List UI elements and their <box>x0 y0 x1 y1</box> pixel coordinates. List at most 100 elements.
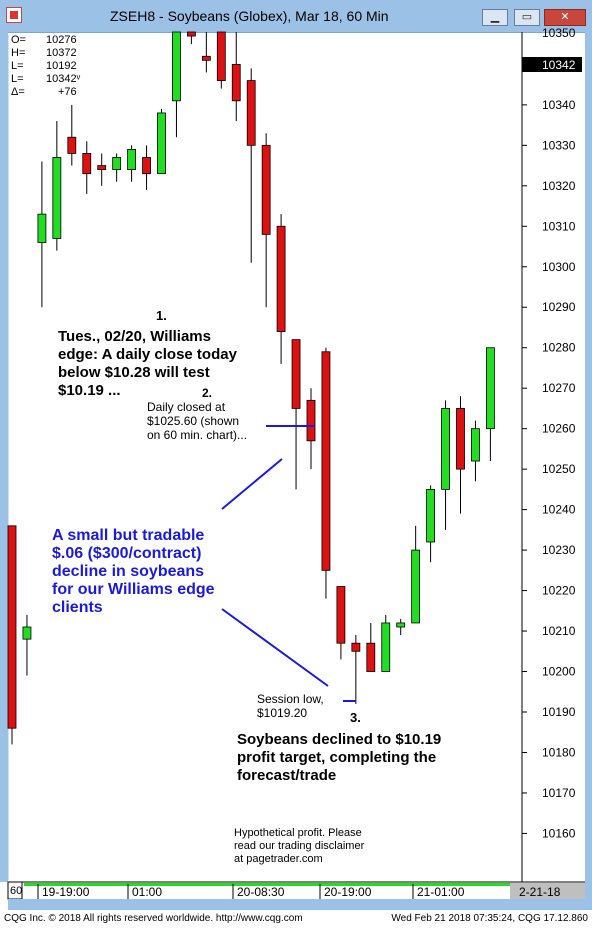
y-tick-label: 10170 <box>542 786 576 800</box>
annotation-3-line-3: forecast/trade <box>237 767 336 784</box>
candle-body-down <box>291 339 301 409</box>
y-tick-label: 10270 <box>542 381 576 395</box>
candle-body-down <box>186 31 196 37</box>
candle-body-up <box>381 622 391 672</box>
annotation-1-line-2: edge: A daily close today <box>58 346 238 363</box>
blue-annotation-line-3: decline in soybeans <box>52 563 204 580</box>
blue-annotation-line-4: for our Williams edge <box>52 581 215 598</box>
candle-body-down <box>336 586 346 644</box>
window-frame-right <box>585 32 592 910</box>
window-titlebar: ZSEH8 - Soybeans (Globex), Mar 18, 60 Mi… <box>0 0 592 33</box>
blue-pointer-down <box>221 608 329 687</box>
candle-body-up <box>112 157 122 171</box>
y-tick-label: 10250 <box>542 462 576 476</box>
candle-body-up <box>52 157 62 239</box>
candle-body-up <box>471 428 480 462</box>
app-icon <box>6 7 22 23</box>
candle-body-up <box>411 549 421 624</box>
ohlc-value-low: 10192 <box>46 60 77 72</box>
candle-body-up <box>157 112 166 175</box>
blue-annotation-line-2: $.06 ($300/contract) <box>52 545 201 562</box>
ohlc-value-last: 10342ᵛ <box>46 73 81 85</box>
annotation-2-line-1: Daily closed at <box>147 400 226 414</box>
annotation-3-number: 3. <box>350 710 361 725</box>
annotation-1-line-3: below $10.28 will test <box>58 364 210 381</box>
candle-body-up <box>441 408 450 490</box>
y-tick-label: 10260 <box>542 422 576 436</box>
date-box-label: 2-21-18 <box>519 885 561 899</box>
blue-annotation-line-1: A small but tradable <box>52 527 204 544</box>
time-label-1: 19-19:00 <box>42 885 90 899</box>
y-tick-label: 10310 <box>542 219 576 233</box>
minimize-button[interactable]: ▁ <box>482 9 508 26</box>
y-tick-label: 10340 <box>542 98 576 112</box>
time-axis-bar <box>8 882 585 899</box>
annotation-1-line-1: Tues., 02/20, Williams <box>58 328 211 345</box>
ohlc-label-open: O= <box>11 34 26 46</box>
blue-pointer-up <box>221 458 283 510</box>
blue-annotation-line-5: clients <box>52 599 103 616</box>
annotation-3-line-1: Soybeans declined to $10.19 <box>237 731 441 748</box>
candle-body-down <box>82 153 92 175</box>
date-box <box>510 883 585 899</box>
time-label-4: 20-19:00 <box>324 885 372 899</box>
time-label-2: 01:00 <box>132 885 162 899</box>
window-title: ZSEH8 - Soybeans (Globex), Mar 18, 60 Mi… <box>110 8 389 24</box>
ohlc-label-change: Δ= <box>11 86 25 98</box>
candle-body-up <box>172 31 181 102</box>
candle-body-up <box>22 626 32 640</box>
candle-body-down <box>7 525 17 729</box>
footer-copyright: CQG Inc. © 2018 All rights reserved worl… <box>4 913 303 924</box>
restore-button[interactable]: ▭ <box>514 9 540 26</box>
ohlc-label-last: L= <box>11 73 24 85</box>
candle-body-up <box>37 213 47 243</box>
candle-body-down <box>276 225 286 332</box>
footer: CQG Inc. © 2018 All rights reserved worl… <box>0 910 592 928</box>
time-label-5: 21-01:00 <box>417 885 465 899</box>
y-tick-label: 10300 <box>542 260 576 274</box>
y-tick-label: 10280 <box>542 341 576 355</box>
session-bar-green <box>24 883 510 886</box>
candle-body-down <box>261 144 271 235</box>
ohlc-value-high: 10372 <box>46 47 77 59</box>
window-frame-bottom <box>8 899 585 910</box>
ohlc-value-change: +76 <box>58 86 77 98</box>
y-tick-label: 10320 <box>542 179 576 193</box>
annotation-2-line-3: on 60 min. chart)... <box>147 428 247 442</box>
ohlc-readout: O= 10276 H= 10372 L= 10192 L= 10342ᵛ Δ= … <box>11 34 81 98</box>
time-label-3: 20-08:30 <box>237 885 285 899</box>
current-price-label: 10342 <box>542 58 576 72</box>
candle-body-down <box>231 63 241 102</box>
close-button[interactable]: ✕ <box>544 9 586 26</box>
y-tick-label: 10290 <box>542 300 576 314</box>
candle-body-up <box>396 622 406 628</box>
candle-body-down <box>142 157 151 175</box>
session-low-line-1: Session low, <box>257 692 324 706</box>
annotation-1-line-4: $10.19 ... <box>58 382 121 399</box>
disclaimer-line-1: Hypothetical profit. Please <box>234 827 362 839</box>
y-tick-label: 10330 <box>542 138 576 152</box>
annotation-1-number: 1. <box>156 308 167 323</box>
candle-body-down <box>366 642 376 672</box>
candle-body-down <box>456 408 465 470</box>
annotation-3-line-2: profit target, completing the <box>237 749 436 766</box>
current-price-box <box>522 57 582 72</box>
candle-body-down <box>216 31 226 81</box>
ohlc-value-open: 10276 <box>46 34 77 46</box>
candle-body-down <box>201 55 211 61</box>
y-tick-label: 10200 <box>542 665 576 679</box>
candle-body-down <box>97 165 107 171</box>
ohlc-label-high: H= <box>11 47 25 59</box>
candle-body-up <box>426 488 436 543</box>
price-label-top-partial: 10350 <box>542 26 576 40</box>
disclaimer-line-2: read our trading disclaimer <box>234 840 365 852</box>
y-tick-label: 10210 <box>542 624 576 638</box>
candle-body-down <box>351 642 361 652</box>
y-tick-label: 10220 <box>542 584 576 598</box>
ohlc-label-low: L= <box>11 60 24 72</box>
annotation-2-number: 2. <box>202 386 212 400</box>
candle-body-up <box>485 347 495 430</box>
annotation-2-line-2: $1025.60 (shown <box>147 414 239 428</box>
session-low-line-2: $1019.20 <box>257 706 307 720</box>
